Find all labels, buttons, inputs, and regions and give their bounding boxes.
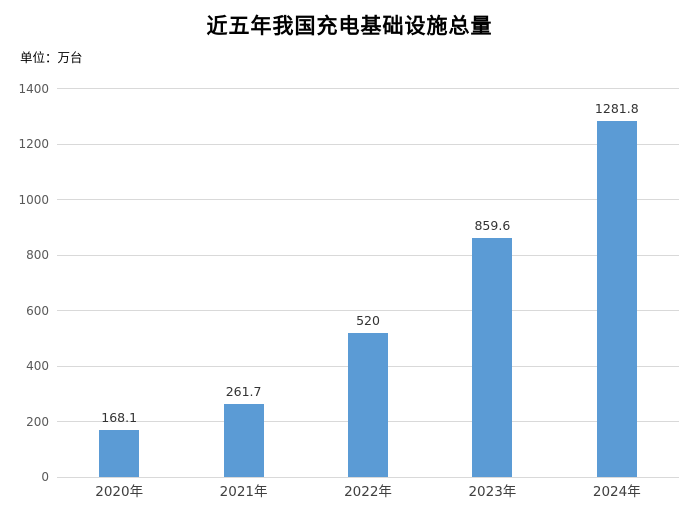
bar [472, 238, 513, 477]
bar-value-label: 520 [356, 312, 380, 328]
bar-value-label: 168.1 [101, 410, 138, 426]
bar [223, 404, 264, 477]
bar-value-label: 859.6 [474, 218, 511, 234]
bar [99, 430, 140, 477]
bar [596, 121, 637, 477]
bar-value-label: 261.7 [225, 384, 262, 400]
chart-title: 近五年我国充电基础设施总量 [206, 13, 493, 38]
x-category-label: 2020年 [95, 484, 144, 500]
y-tick-label: 1200 [18, 137, 49, 151]
x-category-label: 2023年 [468, 484, 517, 500]
bar-value-label: 1281.8 [594, 101, 639, 117]
y-tick-label: 1000 [18, 192, 49, 207]
y-tick-label: 200 [26, 414, 49, 429]
y-tick-label: 1400 [18, 81, 49, 96]
gridline [57, 88, 679, 89]
y-tick-label: 400 [26, 359, 49, 373]
unit-label: 单位：万台 [20, 50, 83, 65]
gridline [57, 310, 679, 311]
gridline [57, 143, 679, 145]
y-tick-label: 800 [26, 248, 49, 262]
y-tick-label: 600 [26, 303, 49, 318]
x-category-label: 2024年 [592, 484, 641, 500]
y-tick-label: 0 [41, 470, 49, 484]
bar [348, 332, 388, 477]
gridline [57, 476, 679, 478]
gridline [57, 254, 679, 256]
x-category-label: 2022年 [344, 484, 392, 500]
x-category-label: 2021年 [219, 484, 268, 500]
gridline [57, 199, 679, 200]
